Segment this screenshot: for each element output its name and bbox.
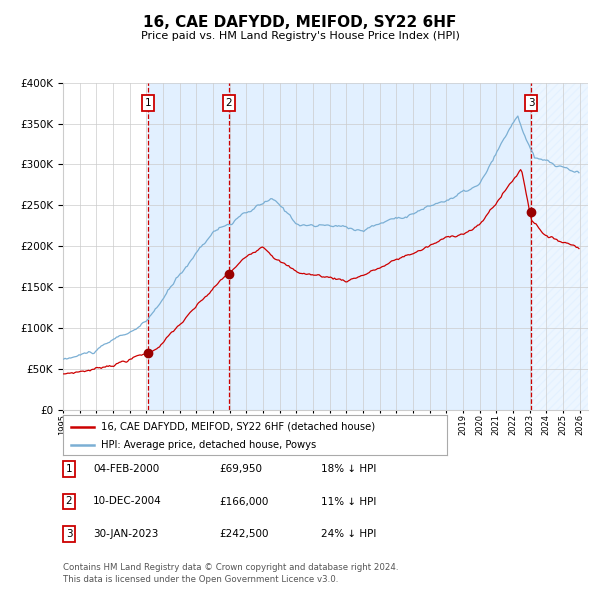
Text: £69,950: £69,950 (219, 464, 262, 474)
Text: 2: 2 (226, 98, 232, 108)
Text: 11% ↓ HPI: 11% ↓ HPI (321, 497, 376, 506)
Text: 3: 3 (527, 98, 535, 108)
Text: 24% ↓ HPI: 24% ↓ HPI (321, 529, 376, 539)
Text: 30-JAN-2023: 30-JAN-2023 (93, 529, 158, 539)
Text: 16, CAE DAFYDD, MEIFOD, SY22 6HF: 16, CAE DAFYDD, MEIFOD, SY22 6HF (143, 15, 457, 30)
Text: £166,000: £166,000 (219, 497, 268, 506)
Text: Price paid vs. HM Land Registry's House Price Index (HPI): Price paid vs. HM Land Registry's House … (140, 31, 460, 41)
Bar (531, 83, 588, 410)
Bar (148, 83, 229, 410)
Text: 3: 3 (65, 529, 73, 539)
Text: 16, CAE DAFYDD, MEIFOD, SY22 6HF (detached house): 16, CAE DAFYDD, MEIFOD, SY22 6HF (detach… (101, 422, 376, 432)
Text: Contains HM Land Registry data © Crown copyright and database right 2024.: Contains HM Land Registry data © Crown c… (63, 563, 398, 572)
Text: 1: 1 (65, 464, 73, 474)
Text: 18% ↓ HPI: 18% ↓ HPI (321, 464, 376, 474)
Text: 2: 2 (65, 497, 73, 506)
Text: This data is licensed under the Open Government Licence v3.0.: This data is licensed under the Open Gov… (63, 575, 338, 584)
Text: HPI: Average price, detached house, Powys: HPI: Average price, detached house, Powy… (101, 441, 317, 450)
Text: 10-DEC-2004: 10-DEC-2004 (93, 497, 162, 506)
Text: 1: 1 (145, 98, 151, 108)
Text: 04-FEB-2000: 04-FEB-2000 (93, 464, 159, 474)
Text: £242,500: £242,500 (219, 529, 269, 539)
Bar (229, 83, 531, 410)
